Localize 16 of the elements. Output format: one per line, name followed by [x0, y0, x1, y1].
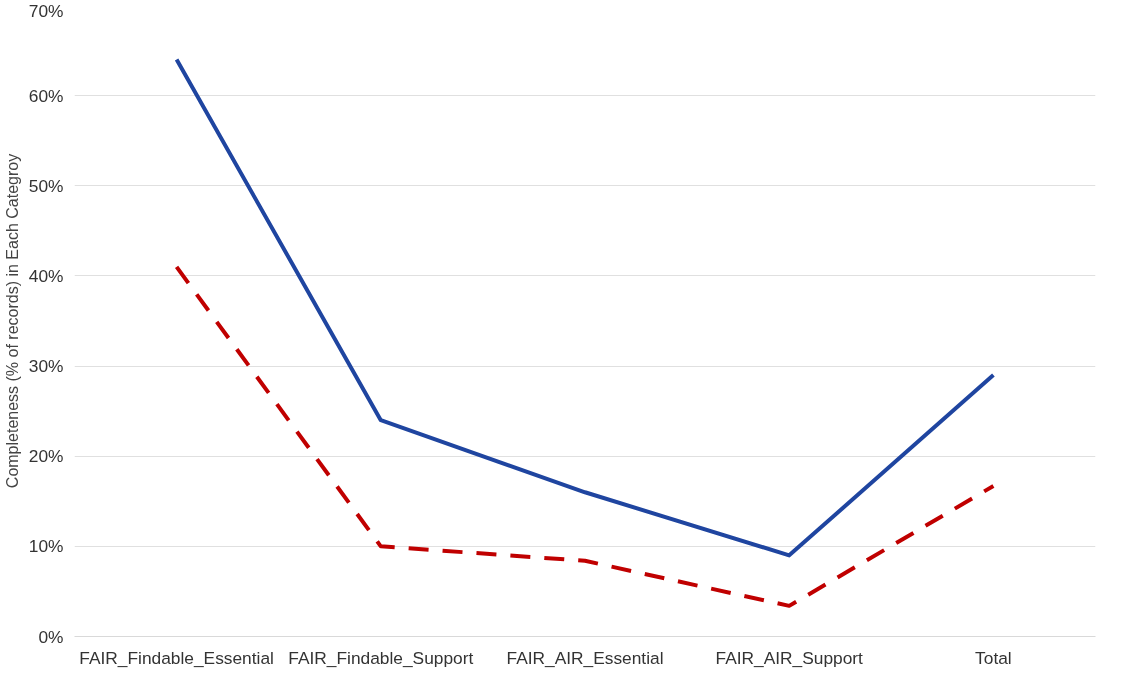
y-tick-label: 30% [28, 356, 64, 377]
y-tick-label: 10% [28, 536, 64, 557]
x-tick-label: FAIR_AIR_Essential [506, 647, 664, 668]
y-tick-label: 40% [28, 265, 64, 286]
y-tick-label: 0% [38, 626, 64, 647]
line-series [174, 264, 996, 608]
y-tick-label: 50% [28, 175, 64, 196]
x-tick-label: Total [975, 647, 1012, 668]
x-tick-label: FAIR_AIR_Support [715, 647, 864, 668]
y-tick-label: 70% [28, 0, 64, 21]
x-tick-label: FAIR_Findable_Essential [79, 647, 274, 668]
line-series [174, 57, 996, 558]
y-tick-label: 60% [28, 85, 64, 106]
y-axis-title: Completeness (% of records) in Each Categroy [3, 153, 21, 489]
x-tick-label: FAIR_Findable_Support [288, 647, 474, 668]
y-tick-label: 20% [28, 446, 64, 467]
